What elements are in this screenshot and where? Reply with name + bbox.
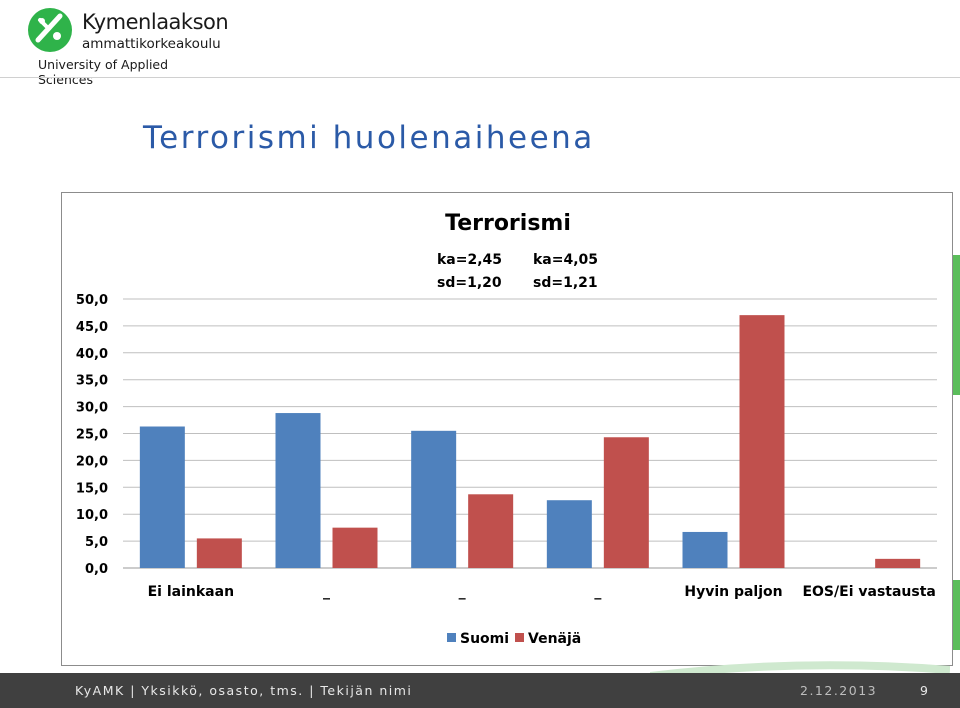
chart-title: Terrorismi [445, 211, 571, 236]
y-tick-label: 0,0 [85, 562, 108, 577]
bar-venaja [739, 315, 785, 568]
university-logo: Kymenlaakson ammattikorkeakoulu Universi… [26, 4, 229, 87]
legend: Suomi Venäjä [447, 631, 581, 647]
legend-swatch-suomi [447, 633, 456, 642]
bar-suomi [275, 413, 321, 568]
bar-venaja [468, 494, 514, 568]
gridlines [123, 298, 937, 569]
x-tick-label: _ [594, 584, 601, 600]
bar-chart: Terrorismi ka=2,45 sd=1,20 ka=4,05 sd=1,… [76, 211, 937, 647]
decorative-stripe [951, 255, 960, 395]
footer-date: 2.12.2013 [800, 683, 878, 698]
page-number: 9 [920, 683, 928, 698]
stat-mean-venaja: ka=4,05 [533, 252, 598, 268]
chart-container: Terrorismi ka=2,45 sd=1,20 ka=4,05 sd=1,… [61, 192, 953, 666]
y-tick-label: 35,0 [76, 374, 108, 389]
bar-venaja [603, 437, 649, 568]
x-tick-label: EOS/Ei vastausta [802, 584, 935, 600]
x-tick-label: Hyvin paljon [684, 584, 782, 600]
x-tick-label: Ei lainkaan [148, 584, 234, 600]
decorative-stripe-lower [951, 580, 960, 650]
logo-university: University of Applied Sciences [38, 57, 169, 87]
bar-suomi [411, 430, 457, 568]
legend-label-suomi: Suomi [460, 631, 509, 647]
y-tick-label: 45,0 [76, 320, 108, 335]
y-tick-label: 50,0 [76, 293, 108, 308]
bar-venaja [332, 527, 378, 568]
footer-bar: KyAMK | Yksikkö, osasto, tms. | Tekijän … [0, 673, 960, 708]
y-tick-label: 20,0 [76, 454, 108, 469]
decorative-curve-icon [650, 661, 950, 678]
bar-venaja [196, 538, 242, 568]
legend-label-venaja: Venäjä [528, 631, 581, 647]
logo-subtitle: ammattikorkeakoulu [82, 36, 221, 52]
bar-suomi [139, 426, 185, 568]
stat-sd-suomi: sd=1,20 [437, 275, 502, 291]
y-tick-label: 30,0 [76, 401, 108, 416]
stat-sd-venaja: sd=1,21 [533, 275, 598, 291]
y-tick-label: 5,0 [85, 535, 108, 550]
stats-venaja: ka=4,05 sd=1,21 [533, 252, 598, 291]
bars [139, 315, 921, 568]
y-tick-label: 10,0 [76, 508, 108, 523]
y-axis-ticks: 0,0 5,0 10,0 15,0 20,0 25,0 30,0 35,0 40,0 45,0 50… [76, 293, 108, 577]
x-axis-labels: Ei lainkaan _ _ _ Hyvin paljon EOS/Ei vastaus… [148, 584, 936, 600]
logo-mark-icon [28, 8, 72, 52]
bar-venaja [875, 558, 921, 568]
x-tick-label: _ [323, 584, 330, 600]
y-tick-label: 40,0 [76, 347, 108, 362]
y-tick-label: 15,0 [76, 481, 108, 496]
bar-suomi [546, 500, 592, 568]
slide-title: Terrorismi huolenaiheena [143, 120, 595, 156]
bar-suomi [682, 531, 728, 568]
footer-text: KyAMK | Yksikkö, osasto, tms. | Tekijän … [75, 683, 413, 698]
header-divider [0, 77, 960, 78]
y-tick-label: 25,0 [76, 428, 108, 443]
stats-suomi: ka=2,45 sd=1,20 [437, 252, 502, 291]
x-tick-label: _ [459, 584, 466, 600]
stat-mean-suomi: ka=2,45 [437, 252, 502, 268]
legend-swatch-venaja [515, 633, 524, 642]
logo-name: Kymenlaakson [82, 10, 229, 34]
